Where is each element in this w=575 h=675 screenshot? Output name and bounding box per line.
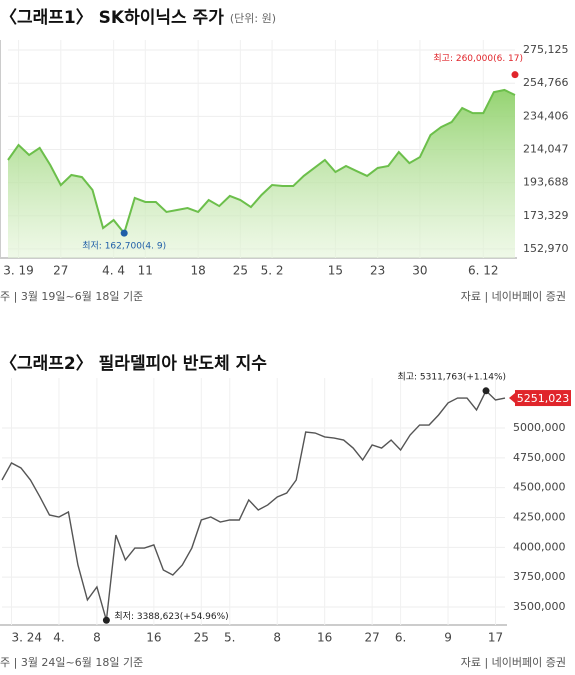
y-tick-label: 4250,000	[513, 510, 566, 523]
y-tick-label: 4750,000	[513, 451, 566, 464]
series-line	[7, 88, 516, 236]
x-tick-label: 11	[138, 264, 153, 278]
note: 주 | 3월 19일~6월 18일 기준	[0, 289, 143, 303]
y-tick-label: 193,688	[523, 176, 569, 189]
x-tick-label: 5. 2	[261, 264, 284, 278]
y-tick-label: 275,125	[523, 43, 569, 56]
x-tick-label: 27	[53, 264, 68, 278]
y-tick-label: 173,329	[523, 209, 569, 222]
y-tick-label: 5000,000	[513, 421, 566, 434]
x-tick-label: 15	[328, 264, 343, 278]
note: 주 | 3월 24일~6월 18일 기준	[0, 655, 143, 669]
low-dot	[102, 616, 110, 624]
series-line	[1, 389, 506, 621]
x-tick-label: 6. 12	[468, 264, 499, 278]
y-tick-label: 152,970	[523, 242, 569, 255]
high-dot	[511, 71, 519, 79]
y-tick-label: 3750,000	[513, 570, 566, 583]
y-tick-label: 4000,000	[513, 540, 566, 553]
x-tick-label: 8	[93, 631, 101, 645]
x-tick-label: 3. 24	[11, 631, 42, 645]
x-tick-label: 5.	[224, 631, 235, 645]
high-dot	[482, 387, 490, 395]
source: 자료 | 네이버페이 증권	[461, 656, 566, 669]
x-tick-label: 16	[146, 631, 161, 645]
current-pointer	[509, 393, 515, 404]
x-tick-label: 4. 4	[102, 264, 125, 278]
x-tick-label: 25	[194, 631, 209, 645]
chart-title: 〈그래프2〉 필라델피아 반도체 지수	[0, 353, 267, 374]
x-tick-label: 30	[412, 264, 427, 278]
x-tick-label: 6.	[395, 631, 406, 645]
x-tick-label: 8	[273, 631, 281, 645]
x-tick-label: 27	[364, 631, 379, 645]
current-label: 5251,023	[517, 392, 570, 405]
low-label: 최저: 3388,623(+54.96%)	[114, 611, 228, 622]
x-tick-label: 25	[233, 264, 248, 278]
chart-title: 〈그래프1〉 SK하이닉스 주가	[0, 7, 224, 28]
x-tick-label: 16	[317, 631, 332, 645]
source: 자료 | 네이버페이 증권	[461, 290, 566, 303]
y-tick-label: 3500,000	[513, 600, 566, 613]
low-label: 최저: 162,700(4. 9)	[82, 241, 166, 252]
current-box	[515, 390, 571, 407]
high-label: 최고: 260,000(6. 17)	[433, 53, 523, 64]
x-tick-label: 4.	[53, 631, 64, 645]
low-dot	[120, 229, 128, 237]
y-tick-label: 4500,000	[513, 481, 566, 494]
area-fill	[8, 89, 515, 258]
y-tick-label: 254,766	[523, 76, 569, 89]
x-tick-label: 17	[488, 631, 503, 645]
x-tick-label: 3. 19	[3, 264, 34, 278]
y-tick-label: 214,047	[523, 142, 569, 155]
y-tick-label: 234,406	[523, 109, 569, 122]
high-label: 최고: 5311,763(+1.14%)	[397, 371, 506, 382]
x-tick-label: 23	[370, 264, 385, 278]
x-tick-label: 18	[190, 264, 205, 278]
x-tick-label: 9	[444, 631, 452, 645]
chart-subtitle: (단위: 원)	[230, 12, 276, 25]
